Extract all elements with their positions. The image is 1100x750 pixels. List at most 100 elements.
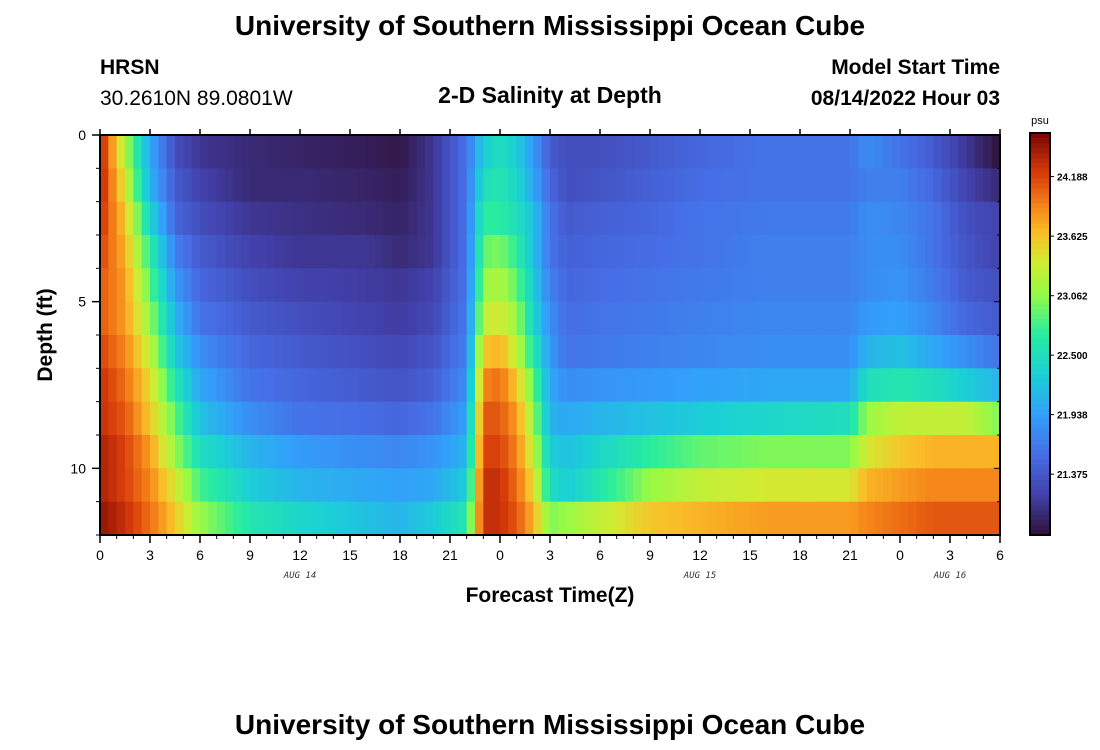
heatmap-cell bbox=[191, 235, 201, 269]
heatmap-cell bbox=[150, 301, 159, 336]
heatmap-cell bbox=[100, 135, 109, 169]
heatmap-cell bbox=[141, 235, 151, 269]
heatmap-cell bbox=[675, 235, 684, 269]
heatmap-cell bbox=[616, 335, 626, 369]
heatmap-cell bbox=[700, 268, 709, 303]
heatmap-cell bbox=[266, 135, 276, 169]
heatmap-cell bbox=[641, 435, 651, 469]
heatmap-cell bbox=[358, 501, 368, 536]
heatmap-cell bbox=[508, 501, 518, 536]
heatmap-cell bbox=[958, 435, 968, 469]
heatmap-cell bbox=[491, 201, 501, 236]
heatmap-cell bbox=[741, 335, 751, 369]
heatmap-cell bbox=[258, 235, 268, 269]
colorbar-segment bbox=[1030, 218, 1050, 225]
colorbar-segment bbox=[1030, 258, 1050, 265]
heatmap-cell bbox=[283, 401, 293, 436]
heatmap-cell bbox=[158, 168, 168, 203]
heatmap-cell bbox=[500, 401, 509, 436]
y-tick-label: 10 bbox=[70, 460, 86, 476]
heatmap-cell bbox=[475, 368, 484, 403]
heatmap-cell bbox=[183, 201, 193, 236]
heatmap-cell bbox=[850, 401, 859, 436]
heatmap-cell bbox=[300, 135, 309, 169]
heatmap-cell bbox=[341, 168, 351, 203]
heatmap-cell bbox=[225, 301, 234, 336]
heatmap-cell bbox=[425, 435, 434, 469]
heatmap-cell bbox=[775, 401, 784, 436]
heatmap-cell bbox=[875, 435, 884, 469]
heatmap-cell bbox=[341, 335, 351, 369]
heatmap-cell bbox=[875, 401, 884, 436]
heatmap-cell bbox=[600, 301, 609, 336]
heatmap-cell bbox=[566, 135, 576, 169]
colorbar: 24.188 23.625 23.062 22.500 21.938 21.375 bbox=[1029, 132, 1088, 536]
heatmap-cell bbox=[966, 335, 976, 369]
heatmap-cell bbox=[916, 468, 926, 503]
heatmap-cell bbox=[650, 401, 659, 436]
heatmap-cell bbox=[725, 201, 734, 236]
heatmap-cell bbox=[525, 435, 534, 469]
heatmap-cell bbox=[116, 201, 126, 236]
heatmap-cell bbox=[516, 501, 526, 536]
heatmap-cell bbox=[233, 168, 243, 203]
heatmap-cell bbox=[250, 501, 259, 536]
heatmap-cell bbox=[608, 201, 618, 236]
heatmap-cell bbox=[950, 235, 959, 269]
heatmap-cell bbox=[175, 468, 184, 503]
heatmap-cell bbox=[433, 435, 443, 469]
heatmap-cell bbox=[258, 168, 268, 203]
heatmap-cell bbox=[191, 501, 201, 536]
colorbar-segment bbox=[1030, 419, 1050, 426]
heatmap-cell bbox=[241, 168, 251, 203]
heatmap-cell bbox=[483, 201, 493, 236]
heatmap-cell bbox=[991, 335, 1001, 369]
heatmap-cell bbox=[291, 401, 301, 436]
heatmap-cell bbox=[533, 268, 543, 303]
heatmap-cell bbox=[808, 401, 818, 436]
heatmap-cell bbox=[991, 201, 1001, 236]
heatmap-cell bbox=[925, 435, 934, 469]
heatmap-cell bbox=[575, 368, 584, 403]
heatmap-cell bbox=[491, 468, 501, 503]
heatmap-cell bbox=[975, 168, 984, 203]
heatmap-cell bbox=[625, 268, 634, 303]
heatmap-cell bbox=[675, 168, 684, 203]
colorbar-segment bbox=[1030, 379, 1050, 385]
heatmap-cell bbox=[716, 301, 726, 336]
heatmap-cell bbox=[891, 468, 901, 503]
heatmap-cell bbox=[716, 401, 726, 436]
heatmap-cell bbox=[125, 501, 134, 536]
heatmap-cell bbox=[183, 401, 193, 436]
heatmap-cell bbox=[616, 435, 626, 469]
heatmap-cell bbox=[358, 268, 368, 303]
heatmap-cell bbox=[800, 335, 809, 369]
heatmap-cell bbox=[325, 368, 334, 403]
heatmap-cell bbox=[550, 135, 559, 169]
heatmap-cell bbox=[158, 235, 168, 269]
heatmap-cell bbox=[758, 501, 768, 536]
heatmap-cell bbox=[991, 301, 1001, 336]
heatmap-cell bbox=[991, 268, 1001, 303]
heatmap-cell bbox=[600, 368, 609, 403]
colorbar-segment bbox=[1030, 339, 1050, 345]
heatmap-cell bbox=[141, 268, 151, 303]
heatmap-cell bbox=[425, 168, 434, 203]
colorbar-segment bbox=[1030, 248, 1050, 255]
heatmap-cell bbox=[150, 201, 159, 236]
colorbar-segment bbox=[1030, 193, 1050, 199]
heatmap-cell bbox=[875, 368, 884, 403]
heatmap-cell bbox=[166, 201, 176, 236]
heatmap-cell bbox=[233, 335, 243, 369]
heatmap-cell bbox=[600, 135, 609, 169]
heatmap-cell bbox=[958, 201, 968, 236]
x-tick-label: 6 bbox=[596, 547, 604, 563]
colorbar-segment bbox=[1030, 163, 1050, 169]
heatmap-cell bbox=[416, 301, 426, 336]
heatmap-cell bbox=[275, 268, 284, 303]
heatmap-cell bbox=[983, 368, 993, 403]
heatmap-cell bbox=[683, 168, 693, 203]
heatmap-cell bbox=[125, 468, 134, 503]
heatmap-cell bbox=[558, 401, 568, 436]
